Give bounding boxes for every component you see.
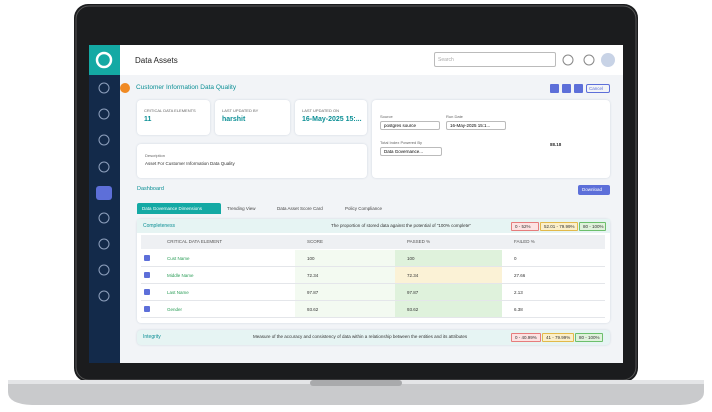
score-cell [295, 284, 395, 300]
table-row [141, 267, 605, 284]
table-row [141, 250, 605, 267]
passed-cell [395, 284, 502, 300]
table-row [141, 301, 605, 318]
element-name[interactable]: Gender [167, 307, 183, 312]
cell-value: 6.38 [514, 307, 523, 312]
passed-cell [395, 301, 502, 317]
gauge-value: 88.18 [550, 142, 562, 147]
stat-value: harshit [222, 116, 246, 123]
cell-value: 93.62 [407, 307, 419, 312]
dimension-name: Integrity [143, 334, 161, 340]
search[interactable]: Search [434, 52, 556, 67]
source-label: Source [380, 114, 393, 119]
cell-value: 100 [407, 256, 415, 261]
source-select[interactable]: postgres source [380, 121, 440, 130]
column-header: FAILED % [514, 239, 535, 244]
stat-card: LAST UPDATED ON 16-May-2025 15:... [295, 100, 367, 135]
table-row [141, 284, 605, 301]
column-header: SCORE [307, 239, 324, 244]
range-badge: 41 - 79.99% [542, 333, 574, 342]
tab[interactable]: Data Asset Score Card [277, 206, 323, 211]
panel-header [137, 219, 610, 233]
checkbox[interactable] [144, 272, 150, 278]
table-header [141, 235, 605, 249]
range-badge: 0 - 40.99% [511, 333, 541, 342]
run-select[interactable]: 16-May-2025 15:1... [446, 121, 506, 130]
cell-value: 97.87 [407, 290, 419, 295]
description-card: Description Asset For Customer Informati… [137, 144, 367, 178]
index-label: Total Index Powered By [380, 140, 423, 145]
score-cell [295, 301, 395, 317]
tab[interactable]: Policy Compliance [345, 206, 383, 211]
header-title: Data Assets [135, 56, 178, 65]
integrity-panel: Integrity Measure of the accuracy and co… [137, 330, 610, 345]
checkbox[interactable] [144, 255, 150, 261]
download-button[interactable]: Download [578, 185, 610, 195]
element-name[interactable]: Last Name [167, 290, 189, 295]
element-name[interactable]: Middle Name [167, 273, 194, 278]
cancel-button[interactable]: Cancel [586, 84, 610, 93]
cell-value: 72.34 [407, 273, 419, 278]
dimension-description: The proportion of stored data against th… [331, 223, 472, 228]
run-label: Run Date [446, 114, 463, 119]
cell-value: 93.62 [307, 307, 319, 312]
score-cell [295, 267, 395, 283]
range-badge: 80 - 100% [579, 222, 606, 231]
stat-label: CRITICAL DATA ELEMENTS [144, 108, 196, 113]
range-badge: 0 - 52% [511, 222, 539, 231]
stat-value: 11 [144, 116, 152, 123]
checkbox[interactable] [144, 289, 150, 295]
stat-card: CRITICAL DATA ELEMENTS 11 [137, 100, 210, 135]
passed-cell [395, 250, 502, 266]
cell-value: 27.66 [514, 273, 526, 278]
page-title: Customer Information Data Quality [136, 84, 237, 91]
cell-value: 2.13 [514, 290, 523, 295]
dimension-name: Completeness [143, 223, 175, 229]
completeness-panel: Completeness The proportion of stored da… [137, 219, 610, 323]
column-header: PASSED % [407, 239, 431, 244]
dimension-description: Measure of the accuracy and consistency … [253, 334, 468, 339]
checkbox[interactable] [144, 306, 150, 312]
score-cell [295, 250, 395, 266]
cell-value: 100 [307, 256, 315, 261]
stat-value: 16-May-2025 15:... [302, 116, 362, 123]
index-select[interactable]: Data Governance... [380, 147, 442, 156]
cell-value: 72.34 [307, 273, 319, 278]
tab[interactable]: Trending View [227, 206, 256, 211]
passed-cell [395, 267, 502, 283]
cell-value: 0 [514, 256, 517, 261]
element-name[interactable]: Cust Name [167, 256, 190, 261]
stat-label: LAST UPDATED BY [222, 108, 259, 113]
description-label: Description [145, 153, 166, 158]
dashboard-title: Dashboard [137, 186, 164, 192]
description-text: Asset For Customer Information Data Qual… [145, 161, 235, 166]
range-badge: 80 - 100% [575, 333, 603, 342]
range-badge: 52.01 - 79.99% [540, 222, 578, 231]
tab[interactable]: Data Governance Dimensions [137, 203, 221, 214]
column-header: CRITICAL DATA ELEMENT [167, 239, 223, 244]
filter-card: Source postgres source Run Date 16-May-2… [372, 100, 610, 178]
stat-card: LAST UPDATED BY harshit [215, 100, 290, 135]
stat-label: LAST UPDATED ON [302, 108, 339, 113]
cell-value: 97.87 [307, 290, 319, 295]
